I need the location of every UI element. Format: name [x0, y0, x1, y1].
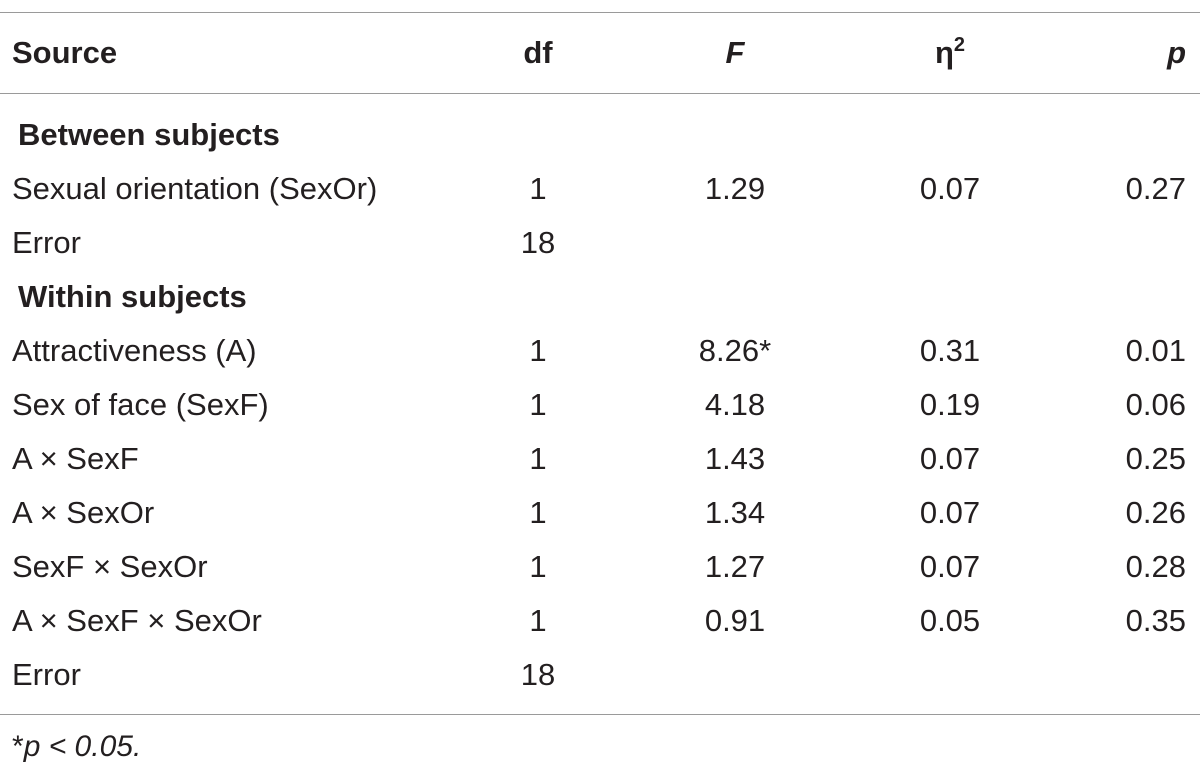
cell-eta: 0.19 [919, 387, 981, 422]
cell-source: A × SexOr [12, 495, 155, 530]
table-header-rule [0, 93, 1200, 94]
table-row: A × SexOr 1 1.34 0.07 0.26 [0, 486, 1200, 540]
cell-source: Error [12, 225, 81, 260]
cell-source: Error [12, 657, 81, 692]
cell-source: SexF × SexOr [12, 549, 208, 584]
table-bottom-rule [0, 714, 1200, 715]
cell-p: 0.27 [1125, 171, 1186, 206]
table-row: Sexual orientation (SexOr) 1 1.29 0.07 0… [0, 162, 1200, 216]
cell-source: Sexual orientation (SexOr) [12, 171, 378, 206]
table-top-rule [0, 12, 1200, 13]
section-heading-row: Between subjects [0, 108, 1200, 162]
cell-f: 1.34 [704, 495, 766, 530]
cell-eta: 0.07 [919, 441, 981, 476]
table-row: A × SexF 1 1.43 0.07 0.25 [0, 432, 1200, 486]
table-row: Sex of face (SexF) 1 4.18 0.19 0.06 [0, 378, 1200, 432]
cell-p: 0.25 [1125, 441, 1186, 476]
section-heading-row: Within subjects [0, 270, 1200, 324]
cell-eta: 0.07 [919, 171, 981, 206]
table-footnote: *p < 0.05. [12, 722, 141, 772]
header-source: Source [12, 35, 118, 70]
cell-f: 1.43 [704, 441, 766, 476]
cell-p: 0.35 [1125, 603, 1186, 638]
cell-eta: 0.05 [919, 603, 981, 638]
cell-df: 1 [529, 603, 547, 638]
table-row: Error 18 [0, 216, 1200, 270]
cell-df: 1 [529, 549, 547, 584]
header-p: p [1167, 35, 1186, 70]
cell-df: 1 [529, 333, 547, 368]
table-row: SexF × SexOr 1 1.27 0.07 0.28 [0, 540, 1200, 594]
cell-source: A × SexF × SexOr [12, 603, 262, 638]
cell-df: 18 [520, 225, 556, 260]
table-row: Error 18 [0, 648, 1200, 702]
section-title-within: Within subjects [18, 279, 247, 314]
cell-p: 0.28 [1125, 549, 1186, 584]
cell-p: 0.26 [1125, 495, 1186, 530]
table-row: A × SexF × SexOr 1 0.91 0.05 0.35 [0, 594, 1200, 648]
cell-source: Attractiveness (A) [12, 333, 257, 368]
cell-f [665, 216, 805, 270]
cell-f: 1.27 [704, 549, 766, 584]
cell-p: 0.01 [1125, 333, 1186, 368]
cell-df: 18 [520, 657, 556, 692]
cell-eta [880, 216, 1020, 270]
cell-df: 1 [529, 495, 547, 530]
cell-eta [880, 648, 1020, 702]
cell-source: A × SexF [12, 441, 139, 476]
header-eta-symbol: η [934, 35, 954, 70]
cell-f [665, 648, 805, 702]
cell-p: 0.06 [1125, 387, 1186, 422]
footnote-text: p < 0.05. [23, 730, 142, 763]
cell-source: Sex of face (SexF) [12, 387, 269, 422]
cell-eta: 0.07 [919, 549, 981, 584]
cell-f: 4.18 [704, 387, 766, 422]
cell-df: 1 [529, 171, 547, 206]
section-title-between: Between subjects [18, 117, 280, 152]
cell-f: 1.29 [704, 171, 766, 206]
cell-f: 0.91 [704, 603, 766, 638]
cell-eta: 0.07 [919, 495, 981, 530]
cell-eta: 0.31 [919, 333, 981, 368]
header-df: df [523, 35, 553, 70]
table-header-row: Source df F η2 p [0, 26, 1200, 80]
header-eta-squared: η2 [880, 26, 1020, 80]
header-eta-superscript: 2 [953, 34, 966, 56]
cell-df: 1 [529, 441, 547, 476]
cell-df: 1 [529, 387, 547, 422]
table-row: Attractiveness (A) 1 8.26* 0.31 0.01 [0, 324, 1200, 378]
header-f: F [725, 35, 745, 70]
footnote-marker: * [12, 730, 24, 763]
cell-f: 8.26* [698, 333, 772, 368]
